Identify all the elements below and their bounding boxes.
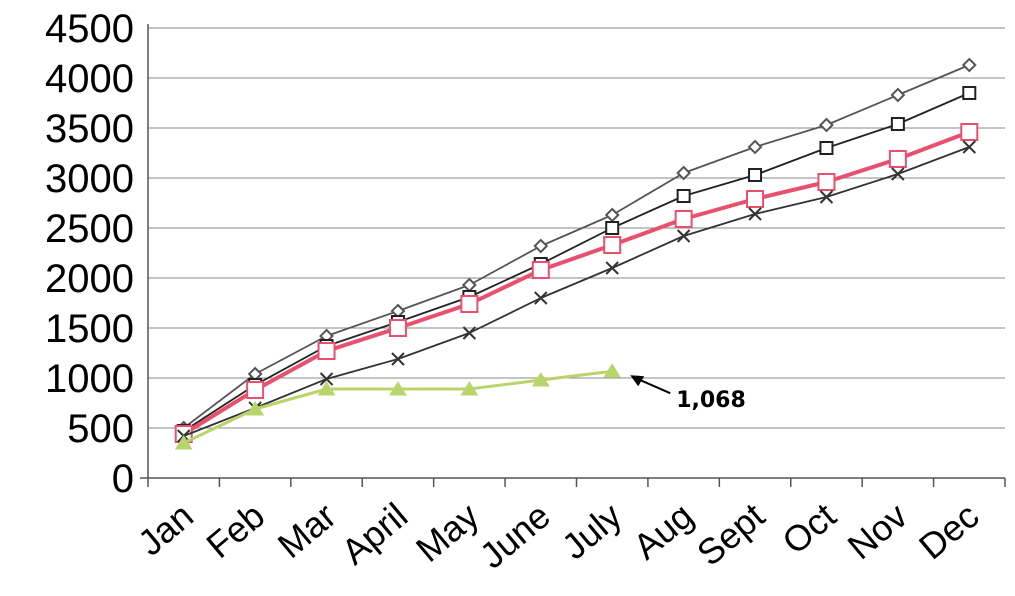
x-tick-label: May <box>408 495 486 570</box>
x-marker <box>319 372 334 386</box>
series-group <box>174 57 979 450</box>
gridlines <box>148 27 1005 429</box>
square-marker <box>890 117 905 131</box>
square-marker <box>388 319 407 337</box>
triangle-marker <box>174 435 193 450</box>
series-4 <box>177 140 976 443</box>
annotations: 1,068 <box>630 375 746 413</box>
series-5 <box>174 363 622 450</box>
square-marker <box>960 123 979 141</box>
x-marker <box>891 167 905 181</box>
triangle-marker <box>317 381 336 396</box>
diamond-marker <box>533 238 549 254</box>
series-3 <box>174 123 979 443</box>
x-marker-stroke <box>819 190 834 204</box>
x-marker-stroke <box>462 326 477 340</box>
triangle-marker <box>246 401 265 416</box>
x-marker-stroke <box>391 352 405 366</box>
diamond-marker <box>747 139 763 155</box>
diamond-marker <box>819 117 834 133</box>
x-tick-label: Dec <box>911 495 986 568</box>
x-marker <box>534 291 548 305</box>
x-marker-stroke <box>748 207 762 221</box>
square-marker <box>460 295 479 313</box>
y-tick-label: 2500 <box>45 207 134 251</box>
square-marker <box>817 173 836 191</box>
square-marker <box>603 236 622 254</box>
triangle-marker <box>603 363 622 378</box>
square-marker <box>888 150 907 168</box>
x-tick-label: Aug <box>625 495 700 568</box>
y-axis-ticks: 0 500 1000 1500 2000 2500 3000 3500 4000 4500 <box>45 7 134 501</box>
triangle-marker <box>389 381 407 396</box>
x-marker <box>748 207 762 221</box>
x-marker <box>605 261 619 275</box>
x-marker-stroke <box>605 261 619 275</box>
square-marker <box>246 381 265 399</box>
x-marker <box>962 140 976 154</box>
square-marker <box>748 168 763 182</box>
x-tick-label: Nov <box>840 495 915 568</box>
triangle-marker <box>460 381 479 396</box>
x-tick-label: July <box>554 495 629 568</box>
series-2 <box>176 86 977 438</box>
x-marker <box>391 352 405 366</box>
x-marker-stroke <box>319 372 334 386</box>
x-marker <box>462 326 477 340</box>
x-tick-label: June <box>472 495 558 577</box>
triangle-marker <box>531 372 550 387</box>
square-marker <box>962 86 977 100</box>
annotation-arrow-shaft <box>637 378 671 395</box>
square-marker <box>605 221 620 235</box>
x-tick-label: Mar <box>270 495 344 566</box>
square-marker <box>746 190 765 208</box>
square-marker <box>674 210 693 228</box>
diamond-marker <box>890 87 906 103</box>
x-marker-stroke <box>962 140 976 154</box>
x-tick-label: April <box>334 495 416 573</box>
x-marker-stroke <box>676 229 691 243</box>
y-tick-label: 0 <box>112 457 134 501</box>
x-marker-stroke <box>534 291 548 305</box>
square-marker <box>676 189 691 203</box>
y-tick-label: 1000 <box>45 357 134 401</box>
axes <box>140 24 1006 487</box>
diamond-marker <box>961 57 977 73</box>
annotation-callout: 1,068 <box>630 375 746 413</box>
y-tick-label: 3000 <box>45 157 134 201</box>
annotation-label: 1,068 <box>676 388 746 413</box>
series-line <box>183 64 970 429</box>
annotation-arrow-head <box>630 375 645 387</box>
x-tick-label: Jan <box>130 495 201 564</box>
x-marker-stroke <box>891 167 905 181</box>
square-marker <box>317 342 336 360</box>
series-line <box>183 92 970 432</box>
y-tick-label: 4500 <box>45 7 134 51</box>
y-tick-label: 500 <box>67 407 134 451</box>
series-line <box>182 130 970 436</box>
x-marker <box>676 229 691 243</box>
x-marker <box>819 190 834 204</box>
square-marker <box>819 141 834 155</box>
square-marker <box>531 261 550 279</box>
diamond-marker <box>676 165 692 181</box>
x-tick-label: Feb <box>198 495 272 566</box>
y-tick-label: 2000 <box>45 257 134 301</box>
x-tick-label: Oct <box>774 495 843 562</box>
x-tick-label: Sept <box>689 495 772 574</box>
diamond-marker <box>604 207 620 223</box>
diamond-marker <box>461 277 477 293</box>
series-line <box>183 146 970 437</box>
y-tick-label: 1500 <box>45 307 134 351</box>
y-tick-label: 4000 <box>45 57 134 101</box>
y-tick-label: 3500 <box>45 107 134 151</box>
